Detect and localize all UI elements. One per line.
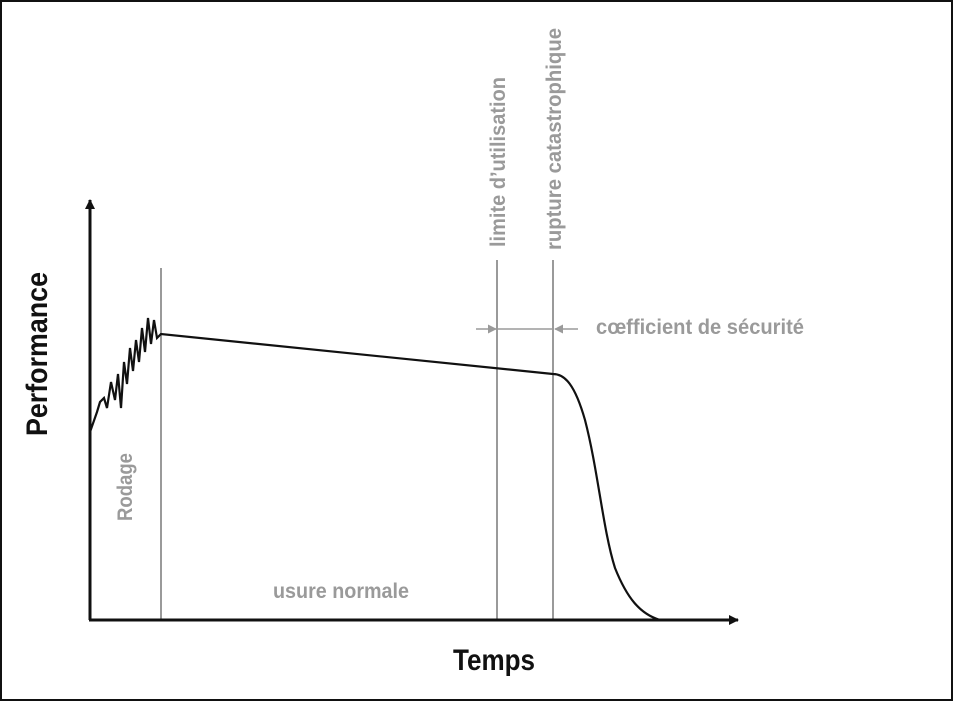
usage-limit-label: limite d’utilisation (487, 77, 510, 247)
y-axis-label: Performance (21, 272, 54, 436)
normal-wear-label: usure normale (273, 580, 409, 603)
break-in-label: Rodage (114, 453, 137, 521)
catastrophic-failure-label: rupture catastrophique (543, 28, 566, 250)
safety-factor-label: cœfficient de sécurité (596, 316, 804, 339)
x-axis-label: Temps (453, 644, 535, 677)
performance-curve (88, 317, 661, 622)
